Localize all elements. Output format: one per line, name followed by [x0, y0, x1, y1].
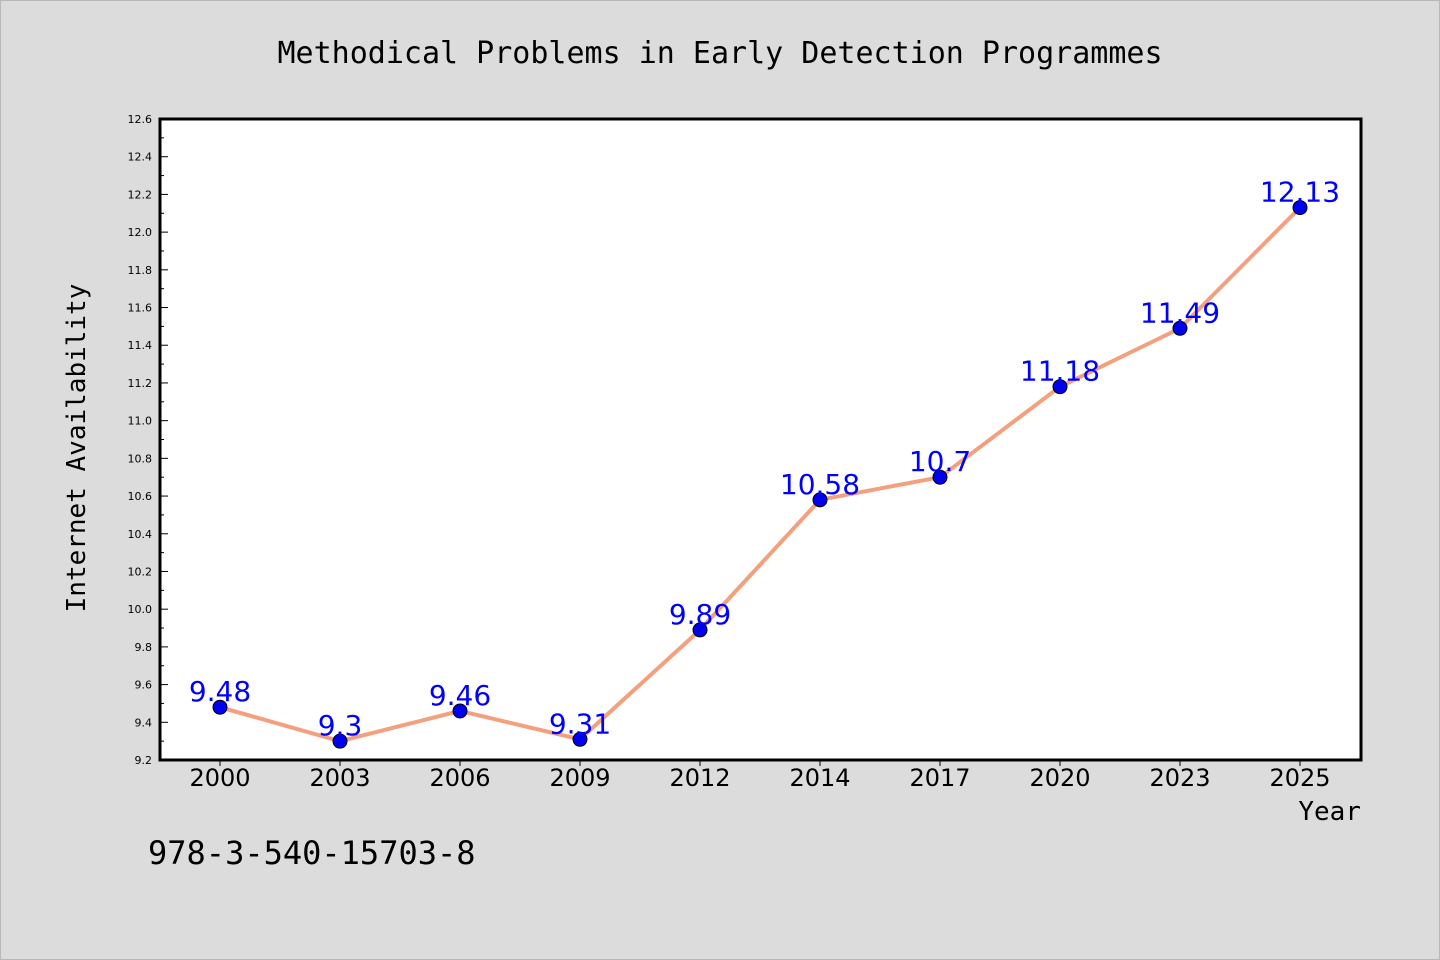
- y-tick-label: 12.2: [128, 188, 153, 201]
- y-tick-label: 12.4: [128, 151, 153, 164]
- data-label: 12.13: [1260, 176, 1340, 209]
- data-point: [212, 699, 228, 715]
- x-tick-label: 2023: [1149, 764, 1210, 792]
- y-tick-label: 10.6: [128, 490, 153, 503]
- data-point: [1292, 200, 1308, 216]
- y-axis: 9.2 9.4 9.6 9.8 10.0 10.2 10.4 10.6 10.8 11.0 11.2…: [128, 113, 168, 767]
- data-label: 9.3: [318, 709, 363, 742]
- x-tick-label: 2012: [669, 764, 730, 792]
- data-label: 11.18: [1020, 355, 1100, 388]
- x-tick-label: 2009: [549, 764, 610, 792]
- data-label: 9.89: [669, 598, 731, 631]
- data-point: [812, 492, 828, 508]
- y-tick-label: 11.8: [128, 264, 153, 277]
- plot-area: [158, 117, 1363, 762]
- data-label: 10.7: [909, 445, 971, 478]
- y-tick-label: 9.4: [135, 716, 153, 729]
- y-axis-label: Internet Availability: [62, 284, 92, 613]
- x-tick-label: 2020: [1029, 764, 1090, 792]
- series-line: [219, 206, 1302, 744]
- y-tick-label: 10.0: [128, 603, 153, 616]
- y-tick-label: 9.6: [135, 679, 153, 692]
- data-point: [692, 622, 708, 638]
- data-label: 9.31: [549, 707, 611, 740]
- y-tick-label: 10.2: [128, 565, 153, 578]
- x-axis: 2000 2003 2006 2009 2012 2014 2017 2020 2023 2025: [189, 760, 1331, 792]
- data-label: 11.49: [1140, 296, 1220, 329]
- data-point: [932, 469, 948, 485]
- x-tick-label: 2000: [189, 764, 250, 792]
- data-label: 9.48: [189, 675, 251, 708]
- series-markers: [212, 200, 1308, 749]
- y-tick-label: 11.2: [128, 377, 153, 390]
- y-tick-label: 11.6: [128, 302, 153, 315]
- y-tick-label: 10.4: [128, 528, 153, 541]
- chart-title: Methodical Problems in Early Detection P…: [277, 36, 1162, 71]
- data-label: 9.46: [429, 679, 491, 712]
- y-tick-label: 9.2: [135, 754, 153, 767]
- y-tick-label: 9.8: [135, 641, 153, 654]
- x-tick-label: 2025: [1269, 764, 1330, 792]
- y-tick-label: 11.4: [128, 339, 153, 352]
- data-point: [1172, 320, 1188, 336]
- data-point: [572, 731, 588, 747]
- isbn-text: 978-3-540-15703-8: [148, 834, 476, 872]
- data-point: [1052, 379, 1068, 395]
- x-tick-label: 2006: [429, 764, 490, 792]
- data-point: [332, 733, 348, 749]
- x-tick-label: 2014: [789, 764, 850, 792]
- data-labels: 9.48 9.3 9.46 9.31 9.89 10.58 10.7 11.18 11.49 12…: [189, 176, 1340, 743]
- y-tick-label: 10.8: [128, 452, 153, 465]
- data-point: [452, 703, 468, 719]
- x-tick-label: 2003: [309, 764, 370, 792]
- y-tick-label: 12.0: [128, 226, 153, 239]
- x-tick-label: 2017: [909, 764, 970, 792]
- y-tick-label: 11.0: [128, 415, 153, 428]
- x-axis-label: Year: [1298, 797, 1361, 827]
- y-tick-label: 12.6: [128, 113, 153, 126]
- data-label: 10.58: [780, 468, 860, 501]
